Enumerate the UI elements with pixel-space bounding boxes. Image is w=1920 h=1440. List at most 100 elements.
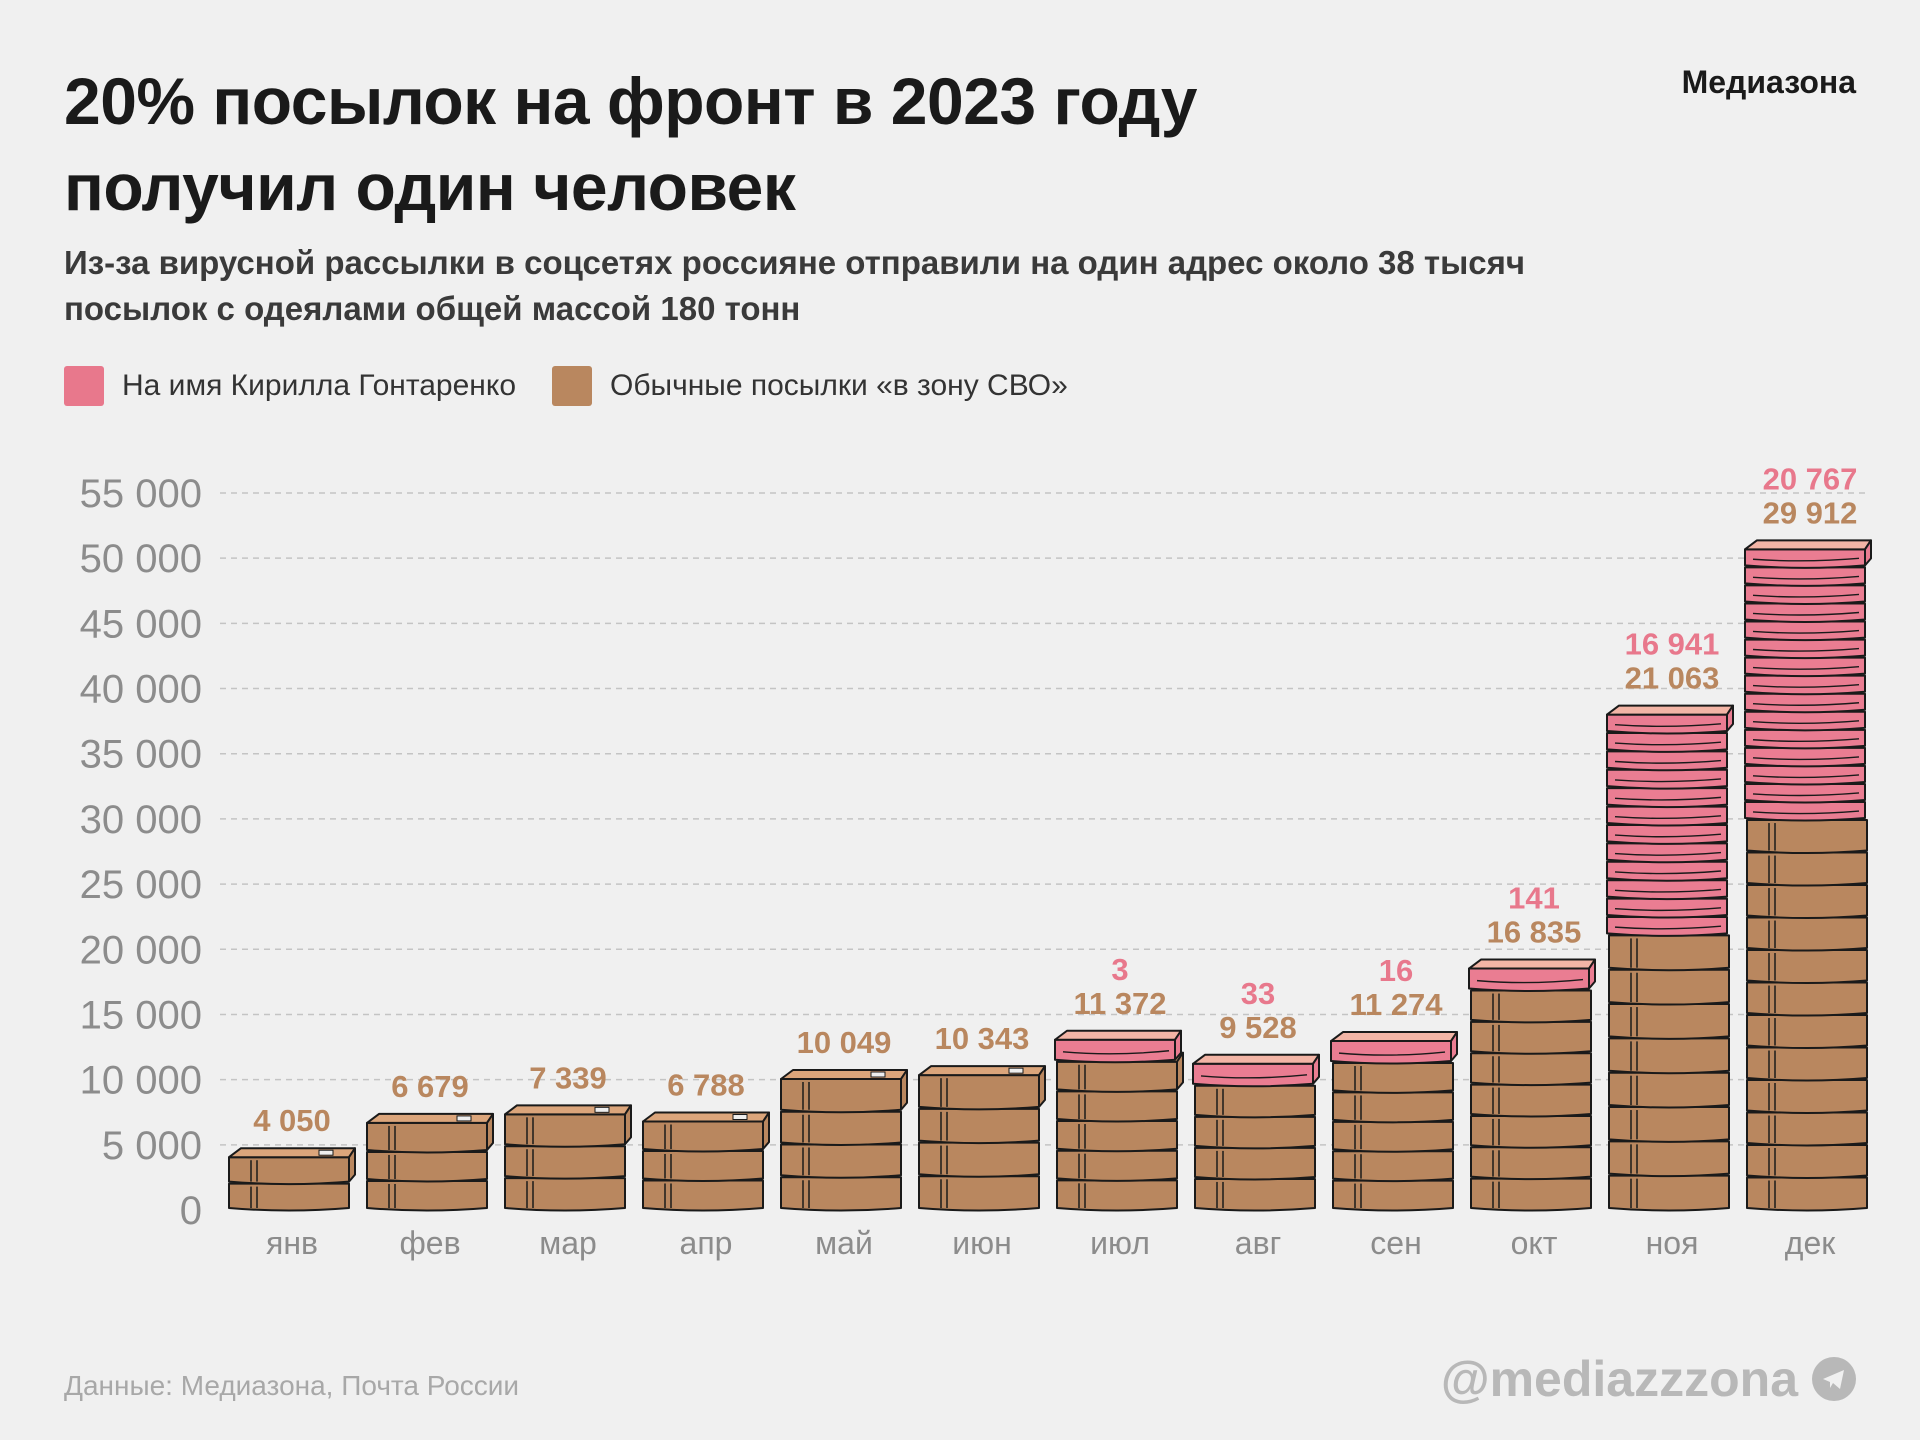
parcel-box-face — [1608, 1003, 1730, 1040]
parcel-box-face — [1470, 1146, 1592, 1181]
legend-label-regular: Обычные посылки «в зону СВО» — [610, 369, 1068, 402]
blanket-fold-line — [1752, 557, 1860, 562]
value-label-regular: 16 835 — [1487, 915, 1582, 950]
value-label-regular: 10 049 — [797, 1025, 892, 1060]
blanket-fold-line — [1614, 851, 1722, 856]
x-tick-label: янв — [266, 1225, 318, 1261]
blanket-layer-face — [1606, 916, 1728, 937]
blanket-layer-face — [1744, 782, 1866, 804]
blanket-fold-line — [1752, 611, 1860, 616]
blanket-layer-face — [1192, 1062, 1314, 1088]
value-label-gontarenko: 141 — [1508, 881, 1560, 916]
parcel-box-face — [1332, 1150, 1454, 1183]
parcel-box-face — [1746, 819, 1868, 855]
parcel-box-face — [1194, 1115, 1316, 1150]
blanket-layer-face — [1744, 602, 1866, 624]
blanket-fold-line — [1614, 888, 1722, 893]
blanket-layer-face — [1744, 620, 1866, 642]
y-tick-label: 55 000 — [80, 472, 202, 516]
x-tick-label: июн — [952, 1225, 1012, 1261]
blanket-fold-line — [1614, 778, 1722, 783]
parcel-box-face — [1608, 1071, 1730, 1109]
bar-апр — [642, 1111, 770, 1212]
stack-side-face — [348, 1147, 356, 1183]
blanket-layer-face — [1744, 710, 1866, 732]
parcel-box-face — [1608, 1037, 1730, 1075]
blanket-layer-face — [1606, 768, 1728, 790]
value-label-regular: 21 063 — [1625, 661, 1720, 696]
value-label-regular: 11 274 — [1349, 987, 1443, 1022]
parcel-box-face — [642, 1150, 764, 1182]
value-label-gontarenko: 3 — [1111, 952, 1128, 987]
blanket-layer-face — [1744, 801, 1866, 822]
parcel-box-face — [1746, 1144, 1868, 1179]
y-tick-label: 35 000 — [80, 733, 202, 777]
handle-text: @mediazzzona — [1440, 1351, 1798, 1407]
value-label-regular: 7 339 — [529, 1060, 607, 1095]
bar-ноя — [1606, 704, 1734, 1212]
parcel-box-top — [918, 1065, 1046, 1077]
legend-item-regular: Обычные посылки «в зону СВО» — [552, 366, 1068, 406]
parcel-box-face — [228, 1182, 350, 1212]
blanket-stack-top — [1468, 958, 1596, 970]
parcel-box-face — [1608, 934, 1730, 972]
parcel-box-face — [1470, 989, 1592, 1024]
parcel-label-sticker — [732, 1114, 748, 1121]
telegram-icon — [1812, 1357, 1856, 1401]
blanket-fold-line — [1752, 629, 1860, 634]
parcel-box-face — [1332, 1120, 1454, 1153]
value-label-regular: 29 912 — [1763, 495, 1858, 530]
legend-label-gontarenko: На имя Кирилла Гонтаренко — [122, 369, 517, 402]
blanket-fold-line — [1752, 738, 1860, 743]
parcel-box-face — [504, 1113, 626, 1148]
value-label-regular: 10 343 — [935, 1021, 1030, 1056]
stack-side-face — [1588, 958, 1596, 990]
x-tick-label: окт — [1511, 1225, 1558, 1261]
parcel-box-face — [1746, 981, 1868, 1017]
chart-subtitle: Из-за вирусной рассылки в соцсетях росси… — [64, 244, 1526, 327]
parcel-box-face — [228, 1156, 350, 1186]
telegram-handle[interactable]: @mediazzzona — [1441, 1350, 1856, 1408]
legend: На имя Кирилла Гонтаренко Обычные посылк… — [64, 366, 1104, 406]
parcel-box-face — [1194, 1177, 1316, 1212]
blanket-stack-top — [1606, 704, 1734, 716]
blanket-fold-line — [1338, 1051, 1446, 1056]
stack-side-face — [762, 1111, 770, 1151]
blanket-stack-top — [1054, 1029, 1182, 1041]
bar-окт — [1468, 958, 1596, 1212]
parcel-box-face — [1470, 1114, 1592, 1149]
parcel-box-face — [366, 1121, 488, 1154]
stack-side-face — [1726, 704, 1734, 732]
value-label-regular: 9 528 — [1219, 1010, 1297, 1045]
y-tick-label: 25 000 — [80, 863, 202, 907]
parcel-label-sticker — [318, 1149, 334, 1156]
y-tick-label: 10 000 — [80, 1059, 202, 1103]
parcel-box-face — [1056, 1090, 1178, 1123]
y-tick-label: 0 — [180, 1189, 202, 1233]
x-tick-label: ноя — [1646, 1225, 1699, 1261]
parcel-box-face — [1332, 1179, 1454, 1212]
blanket-layer-face — [1468, 967, 1590, 993]
stack-side-face — [486, 1112, 494, 1151]
parcel-box-top — [366, 1112, 494, 1124]
parcel-box-face — [1056, 1149, 1178, 1182]
blanket-fold-line — [1614, 833, 1722, 838]
value-label-gontarenko: 16 941 — [1625, 627, 1720, 662]
parcel-box-face — [1056, 1060, 1178, 1093]
blanket-layer-face — [1606, 787, 1728, 809]
blanket-layer-face — [1606, 860, 1728, 882]
blanket-fold-line — [1752, 756, 1860, 761]
parcel-box-face — [1746, 1079, 1868, 1114]
blanket-layer-face — [1744, 566, 1866, 587]
legend-item-gontarenko: На имя Кирилла Гонтаренко — [64, 366, 516, 406]
parcel-box-face — [1608, 1174, 1730, 1212]
parcel-box-face — [780, 1143, 902, 1179]
bar-сен — [1330, 1031, 1458, 1212]
blanket-fold-line — [1752, 683, 1860, 688]
stack-side-face — [624, 1104, 632, 1146]
blanket-fold-line — [1752, 647, 1860, 652]
parcel-box-face — [1746, 851, 1868, 887]
blanket-layer-face — [1744, 674, 1866, 696]
y-tick-label: 40 000 — [80, 668, 202, 712]
bar-авг — [1192, 1053, 1320, 1212]
